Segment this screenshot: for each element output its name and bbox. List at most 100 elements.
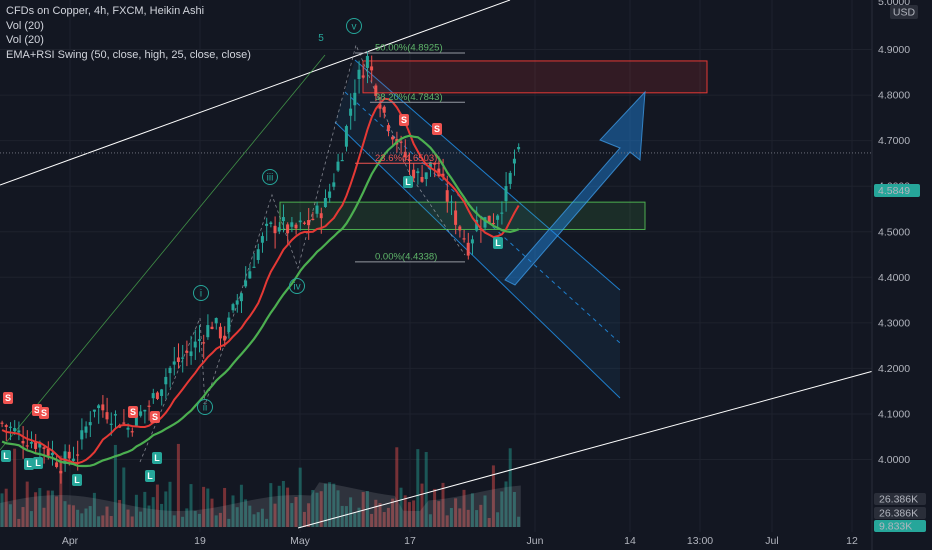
x-axis-ticks: Apr 19 May 17 Jun 14 13:00 Jul 12 [62, 535, 858, 547]
lower-trendline [297, 369, 878, 529]
volume-label: 26.386K [879, 508, 918, 520]
candle-body [122, 422, 126, 424]
volume-bar [126, 509, 130, 527]
candle-body [449, 201, 453, 203]
volume-bar [496, 512, 500, 527]
volume-bar [4, 488, 8, 527]
candle-body [151, 393, 155, 399]
volume-bar [403, 495, 407, 527]
y-tick-label: 4.2000 [878, 363, 910, 375]
volume-bar [256, 512, 260, 527]
volume-bar [416, 449, 420, 527]
candle-body [210, 326, 214, 329]
volume-bar [273, 503, 277, 527]
y-tick-label: 4.9000 [878, 44, 910, 56]
volume-bar [244, 499, 248, 527]
candle-body [252, 266, 256, 268]
volume-bar [332, 483, 336, 527]
candle-body [403, 151, 407, 158]
volume-bar [0, 493, 4, 527]
y-tick-label: 4.3000 [878, 317, 910, 329]
signal-label: L [405, 177, 411, 187]
candle-body [134, 412, 138, 426]
volume-bar [223, 487, 227, 527]
legend-symbol[interactable]: CFDs on Copper, 4h, FXCM, Heikin Ashi [6, 5, 205, 17]
volume-bar [412, 500, 416, 527]
candle-body [214, 317, 218, 324]
currency-badge [890, 5, 918, 19]
x-tick-label: May [290, 535, 311, 547]
volume-bar [378, 503, 382, 527]
volume-bar [361, 492, 365, 527]
candle-body [491, 222, 495, 225]
y-tick-label: 4.5000 [878, 226, 910, 238]
candle-body [302, 222, 306, 224]
volume-bar [315, 492, 319, 527]
candle-body [361, 75, 365, 78]
candle-body [97, 405, 101, 409]
volume-bar [353, 513, 357, 527]
buy-signal [152, 452, 162, 464]
signal-label: L [26, 459, 32, 469]
candle-body [416, 171, 420, 174]
volume-bar [298, 467, 302, 527]
volume-bar [286, 487, 290, 527]
candle-body [273, 225, 277, 234]
candle-body [172, 361, 176, 365]
volume-bar [197, 513, 201, 527]
channel-lower [334, 121, 621, 399]
x-tick-label: 19 [194, 535, 206, 547]
wave-circle [193, 285, 209, 301]
volume-bar [71, 505, 75, 527]
y-tick-label: 4.0000 [878, 454, 910, 466]
volume-bar [357, 507, 361, 527]
legend-volume-1[interactable]: Vol (20) [6, 19, 44, 32]
candle-body [407, 159, 411, 162]
signal-label: S [5, 393, 11, 403]
candle-body [508, 172, 512, 184]
candle-body [462, 238, 466, 240]
volume-bar [323, 483, 327, 527]
y-tick-label: 4.4000 [878, 272, 910, 284]
upper-trendline [0, 0, 511, 186]
candle-body [155, 392, 159, 399]
candle-body [512, 158, 516, 164]
chart-legend: CFDs on Copper, 4h, FXCM, Heikin Ashi Vo… [6, 4, 251, 62]
resistance-box [362, 60, 708, 94]
volume-bar [206, 488, 210, 527]
volume-bar [512, 492, 516, 527]
legend-volume-2[interactable]: Vol (20) [6, 34, 44, 46]
candle-body [13, 428, 17, 432]
price-axis-bg [872, 0, 932, 550]
volume-bar [46, 490, 50, 527]
volume-bar [277, 485, 281, 527]
candle-body [218, 326, 222, 339]
volume-bar [344, 506, 348, 527]
volume-badge [874, 520, 926, 532]
volume-bar [260, 508, 264, 527]
volume-bar [214, 515, 218, 527]
sell-signal [39, 407, 49, 419]
wave-circle [197, 399, 213, 415]
volume-label: 9.833K [879, 521, 912, 533]
volume-bar [319, 491, 323, 527]
candle-body [281, 217, 285, 222]
buy-signal [72, 474, 82, 486]
candle-body [17, 430, 21, 433]
y-tick-label: 4.1000 [878, 408, 910, 420]
volume-bar [328, 482, 332, 527]
signal-label: S [130, 407, 136, 417]
legend-ema-rsi[interactable]: EMA+RSI Swing (50, close, high, 25, clos… [6, 48, 251, 61]
volume-bar [109, 516, 113, 527]
volume-bar [97, 516, 101, 527]
candle-body [113, 414, 117, 416]
candle-body [344, 126, 348, 147]
signal-label: S [41, 408, 47, 418]
x-tick-label: Apr [62, 535, 79, 547]
candle-body [319, 213, 323, 219]
candle-body [466, 242, 470, 256]
candle-body [500, 212, 504, 214]
volume-bar [391, 498, 395, 527]
